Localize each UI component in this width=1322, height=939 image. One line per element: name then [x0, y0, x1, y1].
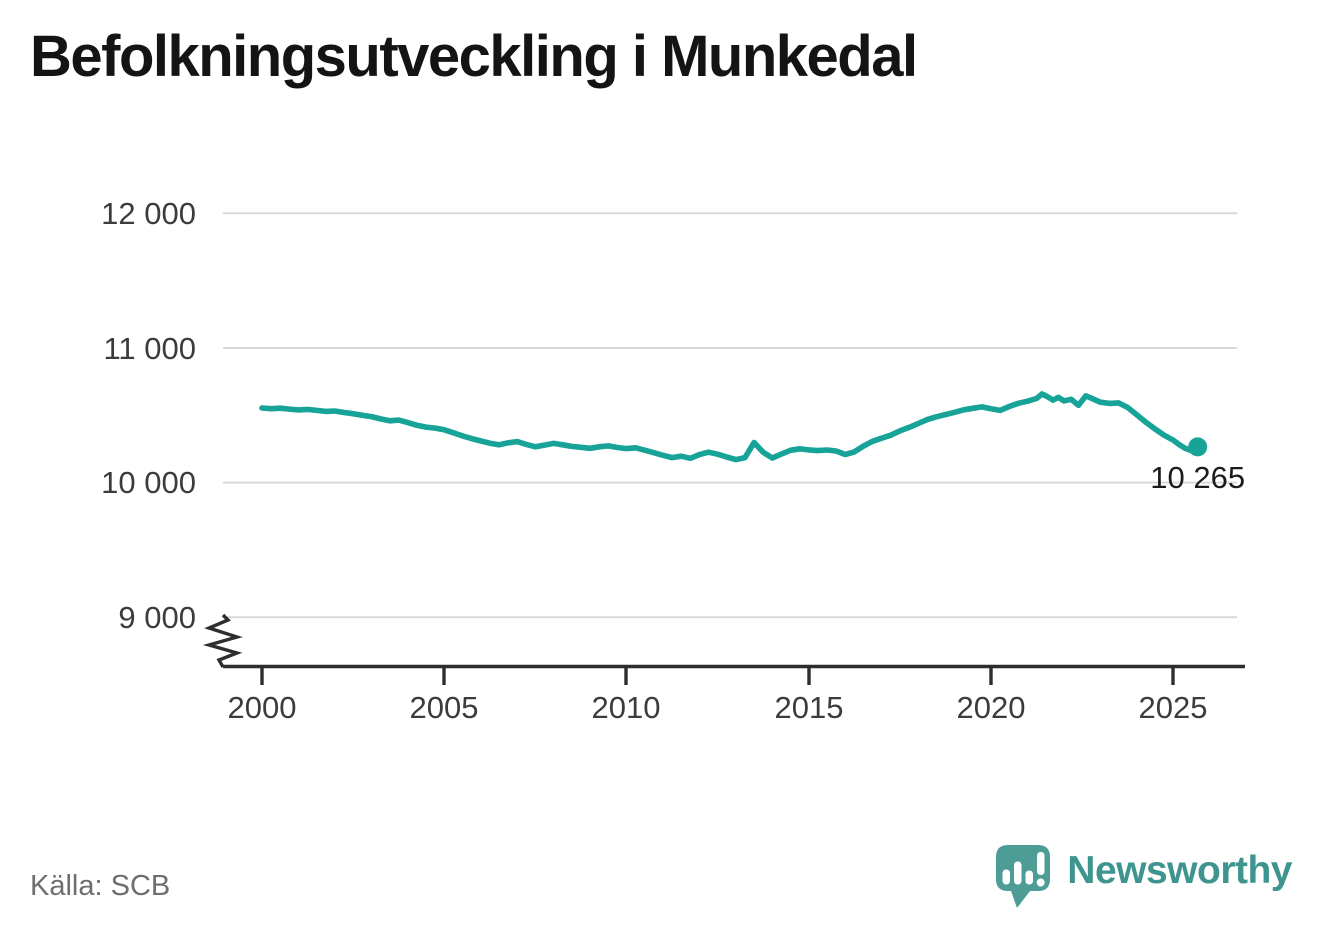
exclamation-bar-icon — [1037, 852, 1045, 875]
bar-tall-icon — [1014, 861, 1022, 885]
y-tick-label: 9 000 — [118, 600, 196, 635]
newsworthy-icon — [996, 845, 1051, 908]
x-tick-label: 2020 — [957, 690, 1026, 725]
bar-small-icon — [1025, 870, 1034, 885]
bar-small-icon — [1002, 869, 1011, 885]
y-tick-label: 12 000 — [101, 196, 196, 231]
x-tick-label: 2000 — [228, 690, 297, 725]
axis-break-icon — [202, 613, 243, 668]
exclamation-dot-icon — [1036, 878, 1045, 887]
y-tick-label: 11 000 — [103, 331, 196, 366]
newsworthy-logo: Newsworthy — [994, 843, 1292, 909]
population-line-chart: 12 000 11 000 10 000 9 000 2000 2005 201… — [101, 196, 1245, 725]
x-tick-label: 2005 — [410, 690, 479, 725]
latest-value-marker — [1188, 437, 1208, 457]
source-note: Källa: SCB — [30, 870, 171, 902]
latest-value-label: 10 265 — [1150, 460, 1245, 495]
x-tick-label: 2015 — [775, 690, 844, 725]
y-tick-label: 10 000 — [101, 465, 196, 500]
x-tick-label: 2025 — [1139, 690, 1208, 725]
newsworthy-wordmark: Newsworthy — [1067, 848, 1292, 892]
population-series-line — [259, 391, 1201, 463]
x-tick-label: 2010 — [592, 690, 661, 725]
chart-title: Befolkningsutveckling i Munkedal — [30, 24, 918, 89]
